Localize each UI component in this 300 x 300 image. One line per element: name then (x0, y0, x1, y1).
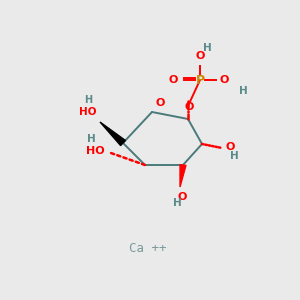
Text: H: H (87, 134, 95, 144)
Text: O: O (195, 51, 205, 61)
Polygon shape (100, 122, 125, 146)
Text: H: H (84, 95, 92, 105)
Text: O: O (168, 75, 178, 85)
Text: P: P (195, 74, 205, 86)
Text: H: H (172, 198, 182, 208)
Text: Ca ++: Ca ++ (129, 242, 167, 254)
Text: O: O (184, 102, 194, 112)
Text: O: O (219, 75, 228, 85)
Text: HO: HO (86, 146, 105, 156)
Text: H: H (239, 86, 248, 96)
Text: H: H (203, 43, 212, 53)
Text: O: O (225, 142, 234, 152)
Text: H: H (230, 151, 238, 161)
Polygon shape (180, 165, 186, 187)
Text: HO: HO (80, 107, 97, 117)
Text: O: O (155, 98, 164, 108)
Text: O: O (177, 192, 187, 202)
